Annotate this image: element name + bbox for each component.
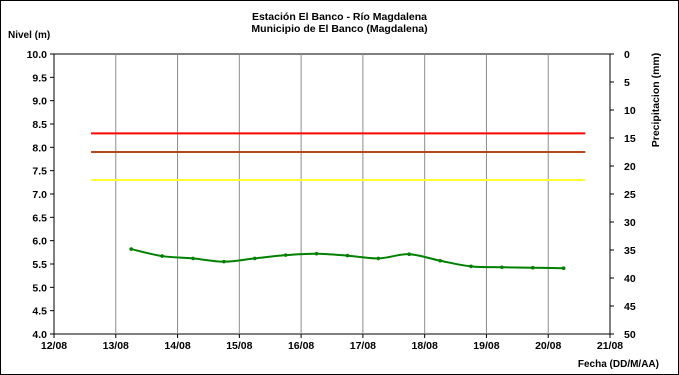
data-point: [530, 265, 535, 270]
y-tick-label: 4.0: [32, 329, 47, 341]
data-point: [345, 253, 350, 258]
y2-tick-label: 10: [624, 105, 636, 117]
y-axis-label: Nivel (m): [8, 30, 51, 41]
x-tick-label: 12/08: [41, 340, 67, 352]
y-tick-label: 8.0: [32, 142, 47, 154]
y-tick-label: 9.5: [32, 72, 47, 84]
y2-tick-label: 0: [624, 49, 630, 61]
y2-tick-label: 40: [624, 273, 636, 285]
x-tick-label: 14/08: [164, 340, 190, 352]
grid: [115, 54, 549, 334]
x-tick-label: 15/08: [226, 340, 252, 352]
y-tick-label: 5.5: [32, 259, 47, 271]
data-point: [129, 247, 134, 251]
y-tick-label: 4.5: [32, 306, 47, 318]
x-tick-label: 20/08: [535, 340, 561, 352]
y-tick-label: 5.0: [32, 282, 47, 294]
x-tick-label: 16/08: [288, 340, 314, 352]
y-tick-label: 6.0: [32, 236, 47, 248]
data-point: [561, 266, 566, 271]
data-point: [438, 258, 442, 263]
y2-tick-label: 50: [624, 329, 636, 341]
y-tick-label: 6.5: [32, 212, 47, 224]
data-point: [376, 256, 381, 261]
y2-tick-label: 5: [624, 77, 630, 89]
data-point: [469, 264, 473, 269]
y-tick-label: 7.0: [32, 189, 47, 201]
y-tick-label: 10.0: [27, 49, 48, 61]
y2-tick-label: 25: [624, 189, 636, 201]
y-tick-label: 9.0: [32, 96, 47, 108]
data-point: [283, 253, 288, 257]
data-point: [407, 252, 412, 256]
x-axis-label: Fecha (DD/M/AA): [577, 359, 659, 370]
data-point: [191, 256, 195, 261]
threshold-lines: [91, 132, 586, 181]
y-tick-label: 7.5: [32, 166, 47, 178]
y2-tick-label: 45: [624, 301, 636, 313]
data-point: [500, 265, 504, 270]
chart-subtitle: Municipio de El Banco (Magdalena): [251, 23, 428, 35]
y2-tick-label: 35: [624, 245, 636, 257]
y2-axis-label: Precipitacion (mm): [650, 53, 662, 148]
x-tick-label: 18/08: [412, 340, 438, 352]
data-point: [160, 254, 164, 258]
y2-tick-label: 30: [624, 217, 636, 229]
y-tick-label: 8.5: [32, 119, 47, 131]
chart-title: Estación El Banco - Río Magdalena: [251, 11, 428, 23]
series-group: [129, 247, 566, 271]
y2-tick-label: 15: [624, 133, 636, 145]
data-point: [314, 251, 319, 256]
y2-tick-label: 20: [624, 161, 636, 173]
x-tick-label: 19/08: [473, 340, 499, 352]
plot-area: [53, 53, 611, 335]
x-tick-label: 13/08: [103, 340, 129, 352]
x-tick-label: 17/08: [350, 340, 376, 352]
data-point: [222, 259, 226, 264]
x-tick-label: 21/08: [597, 340, 623, 352]
axes: 12/08 13/08 14/08 15/08 16/08 17/08 18/08 19/08…: [27, 49, 636, 352]
data-point: [252, 256, 257, 261]
